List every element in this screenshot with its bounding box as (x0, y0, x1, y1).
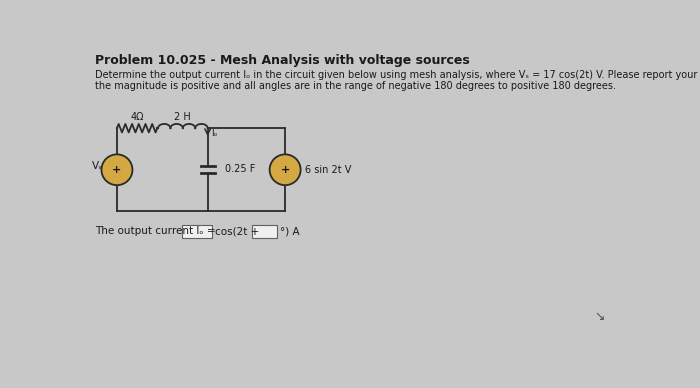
Text: 0.25 F: 0.25 F (225, 165, 255, 174)
Circle shape (270, 154, 300, 185)
Text: °) A: °) A (280, 226, 300, 236)
Text: 4Ω: 4Ω (130, 112, 144, 122)
Text: cos(2t +: cos(2t + (215, 226, 259, 236)
Text: ↘: ↘ (594, 310, 604, 322)
Text: Determine the output current Iₒ in the circuit given below using mesh analysis, : Determine the output current Iₒ in the c… (95, 70, 700, 80)
Text: Iₒ: Iₒ (211, 130, 218, 139)
Text: +: + (112, 165, 122, 175)
FancyBboxPatch shape (252, 225, 276, 238)
Text: 2 H: 2 H (174, 112, 191, 122)
Text: +: + (281, 165, 290, 175)
FancyBboxPatch shape (182, 225, 211, 238)
Text: 6 sin 2t V: 6 sin 2t V (305, 165, 351, 175)
Text: Problem 10.025 - Mesh Analysis with voltage sources: Problem 10.025 - Mesh Analysis with volt… (95, 54, 470, 67)
Text: Vₛ: Vₛ (92, 161, 103, 171)
Text: The output current Iₒ =: The output current Iₒ = (95, 226, 216, 236)
Circle shape (102, 154, 132, 185)
Text: the magnitude is positive and all angles are in the range of negative 180 degree: the magnitude is positive and all angles… (95, 81, 616, 91)
